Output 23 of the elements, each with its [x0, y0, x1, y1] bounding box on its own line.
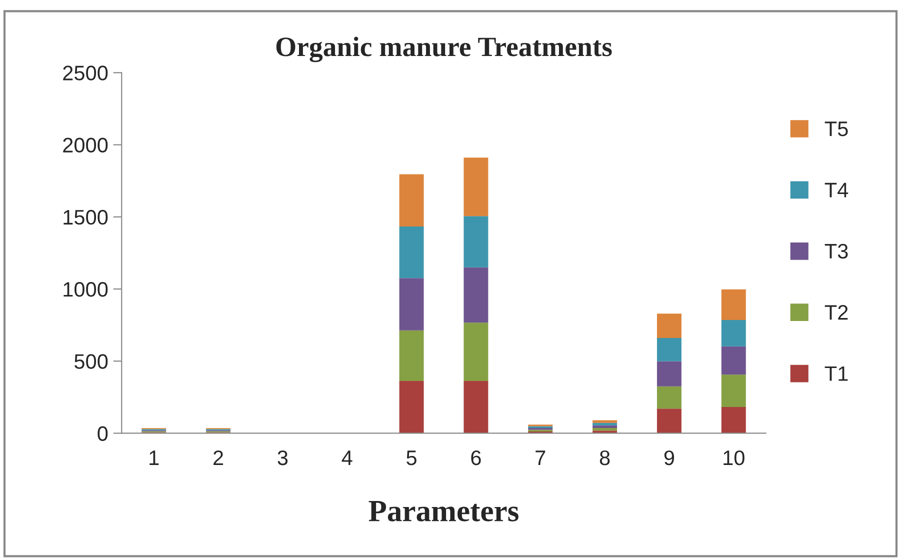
x-tick-label: 3: [278, 450, 288, 466]
legend-label: T3: [824, 244, 848, 259]
x-tick-label: 8: [600, 450, 610, 466]
chart-title: Organic manure Treatments: [276, 36, 612, 62]
legend-label: T2: [824, 305, 848, 320]
y-tick-label: 1000: [64, 282, 108, 297]
x-tick-label: 2: [214, 450, 224, 465]
x-tick-label: 6: [471, 450, 481, 466]
x-axis-title: Parameters: [368, 501, 518, 522]
legend-label: T5: [824, 122, 848, 136]
legend-label: T1: [824, 366, 848, 381]
x-tick-label: 1: [150, 450, 159, 465]
x-tick-label: 4: [342, 450, 352, 465]
x-tick-label: 9: [664, 450, 674, 466]
legend-label: T4: [824, 182, 848, 198]
y-tick-label: 500: [74, 354, 108, 369]
y-tick-label: 2500: [63, 66, 108, 80]
x-tick-label: 7: [536, 450, 546, 465]
y-tick-label: 0: [98, 426, 108, 441]
y-tick-label: 1500: [64, 210, 108, 225]
x-tick-label: 5: [406, 450, 416, 466]
y-tick-label: 2000: [63, 138, 108, 153]
x-tick-label: 10: [724, 450, 744, 466]
